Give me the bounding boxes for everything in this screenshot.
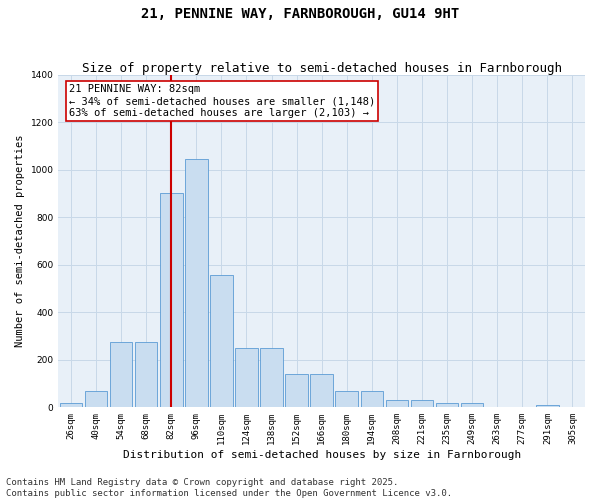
Bar [135, 342, 157, 407]
Bar [361, 390, 383, 407]
Bar [411, 400, 433, 407]
Bar [335, 390, 358, 407]
Bar [310, 374, 333, 408]
Title: Size of property relative to semi-detached houses in Farnborough: Size of property relative to semi-detach… [82, 62, 562, 74]
Text: 21, PENNINE WAY, FARNBOROUGH, GU14 9HT: 21, PENNINE WAY, FARNBOROUGH, GU14 9HT [141, 8, 459, 22]
Bar [59, 402, 82, 407]
X-axis label: Distribution of semi-detached houses by size in Farnborough: Distribution of semi-detached houses by … [122, 450, 521, 460]
Bar [160, 194, 182, 408]
Bar [386, 400, 408, 407]
Bar [461, 402, 484, 407]
Bar [536, 405, 559, 407]
Y-axis label: Number of semi-detached properties: Number of semi-detached properties [15, 134, 25, 347]
Bar [185, 159, 208, 408]
Bar [235, 348, 258, 408]
Bar [210, 276, 233, 407]
Bar [85, 390, 107, 407]
Bar [436, 402, 458, 407]
Text: Contains HM Land Registry data © Crown copyright and database right 2025.
Contai: Contains HM Land Registry data © Crown c… [6, 478, 452, 498]
Bar [286, 374, 308, 408]
Bar [260, 348, 283, 408]
Text: 21 PENNINE WAY: 82sqm
← 34% of semi-detached houses are smaller (1,148)
63% of s: 21 PENNINE WAY: 82sqm ← 34% of semi-deta… [69, 84, 375, 117]
Bar [110, 342, 133, 407]
